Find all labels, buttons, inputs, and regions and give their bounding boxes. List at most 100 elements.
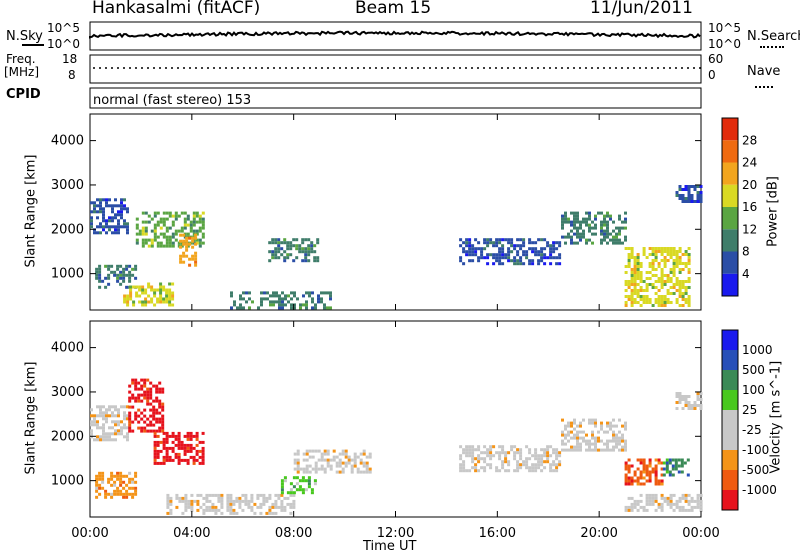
power-cell xyxy=(150,288,154,292)
velocity-cell xyxy=(654,482,658,486)
power-cell xyxy=(660,268,664,271)
power-cell xyxy=(603,238,606,242)
power-cell xyxy=(114,228,117,232)
power-cell xyxy=(681,295,685,298)
velocity-cell xyxy=(146,417,150,421)
power-cell xyxy=(666,250,670,253)
velocity-cell xyxy=(268,511,272,515)
velocity-cell xyxy=(95,486,99,490)
power-cell xyxy=(633,277,637,280)
power-cell xyxy=(126,222,129,226)
velocity-cell xyxy=(229,508,233,512)
freq-point xyxy=(693,67,695,69)
velocity-cell xyxy=(122,486,126,490)
velocity-cell xyxy=(504,457,508,461)
velocity-cell xyxy=(696,404,700,407)
velocity-cell xyxy=(323,449,327,453)
velocity-cell xyxy=(594,448,597,452)
velocity-cell xyxy=(483,460,487,464)
velocity-cell xyxy=(137,420,141,424)
velocity-cell xyxy=(114,423,117,427)
power-cell xyxy=(198,241,202,245)
velocity-cell xyxy=(573,427,576,431)
velocity-cell xyxy=(95,489,99,493)
velocity-cell xyxy=(99,438,102,442)
power-cell xyxy=(135,241,139,245)
velocity-cell xyxy=(621,436,624,440)
power-cell xyxy=(549,247,553,251)
power-cell xyxy=(168,226,172,230)
power-cell xyxy=(603,235,606,239)
power-cell xyxy=(125,285,129,289)
velocity-cell xyxy=(134,417,138,421)
velocity-cell xyxy=(588,448,591,452)
power-cell xyxy=(630,277,634,280)
velocity-cell xyxy=(335,461,339,465)
power-cell xyxy=(573,220,576,224)
power-cell xyxy=(165,288,169,292)
power-cell xyxy=(286,244,290,248)
power-cell xyxy=(678,262,682,265)
velocity-cell xyxy=(680,461,684,465)
velocity-cell xyxy=(621,424,624,428)
velocity-cell xyxy=(256,505,260,509)
velocity-cell xyxy=(317,449,321,453)
power-cell xyxy=(639,265,643,268)
power-cell xyxy=(323,291,326,295)
power-cell xyxy=(468,241,472,245)
power-cell xyxy=(248,306,251,310)
velocity-cell xyxy=(627,482,631,486)
power-cell xyxy=(310,244,314,248)
velocity-cell xyxy=(353,461,357,465)
velocity-cell xyxy=(576,445,579,449)
freq-point xyxy=(153,67,155,69)
velocity-cell xyxy=(189,449,193,453)
velocity-cell xyxy=(161,405,165,409)
velocity-cell xyxy=(338,452,342,456)
velocity-cell xyxy=(621,439,624,443)
power-cell xyxy=(165,291,169,295)
power-cell xyxy=(129,297,133,301)
velocity-cell xyxy=(630,479,634,483)
velocity-cell xyxy=(158,420,162,424)
power-cell xyxy=(657,247,661,250)
freq-point xyxy=(573,67,575,69)
velocity-cell xyxy=(588,445,591,449)
power-cell xyxy=(138,285,142,289)
velocity-cell xyxy=(684,508,688,512)
velocity-cell xyxy=(96,423,99,427)
power-cell xyxy=(129,294,133,298)
power-cell xyxy=(684,262,688,265)
velocity-cell xyxy=(654,496,658,500)
velocity-colorbar-tick: -500 xyxy=(742,463,769,477)
power-cell xyxy=(195,238,199,242)
velocity-cell xyxy=(675,392,679,395)
velocity-cell xyxy=(498,469,502,473)
nave-label: Nave xyxy=(747,64,781,79)
velocity-cell xyxy=(567,439,570,443)
velocity-cell xyxy=(108,414,111,418)
velocity-cell xyxy=(131,381,135,385)
power-cell xyxy=(122,267,126,271)
power-cell xyxy=(678,197,682,200)
power-cell xyxy=(573,214,576,218)
velocity-cell xyxy=(588,418,591,422)
power-cell xyxy=(179,245,183,249)
power-cell xyxy=(281,300,284,304)
power-cell xyxy=(239,303,242,307)
velocity-cell xyxy=(471,460,475,464)
power-cell xyxy=(636,274,640,277)
velocity-cell xyxy=(311,449,315,453)
velocity-cell xyxy=(615,439,618,443)
power-cell xyxy=(236,306,239,310)
velocity-cell xyxy=(687,404,691,407)
power-cell xyxy=(298,244,302,248)
velocity-cell xyxy=(606,445,609,449)
power-cell xyxy=(537,259,541,263)
power-cell xyxy=(165,217,169,221)
power-cell xyxy=(579,232,582,236)
power-cell xyxy=(313,250,317,254)
velocity-cell xyxy=(344,455,348,459)
power-cell xyxy=(185,239,189,243)
